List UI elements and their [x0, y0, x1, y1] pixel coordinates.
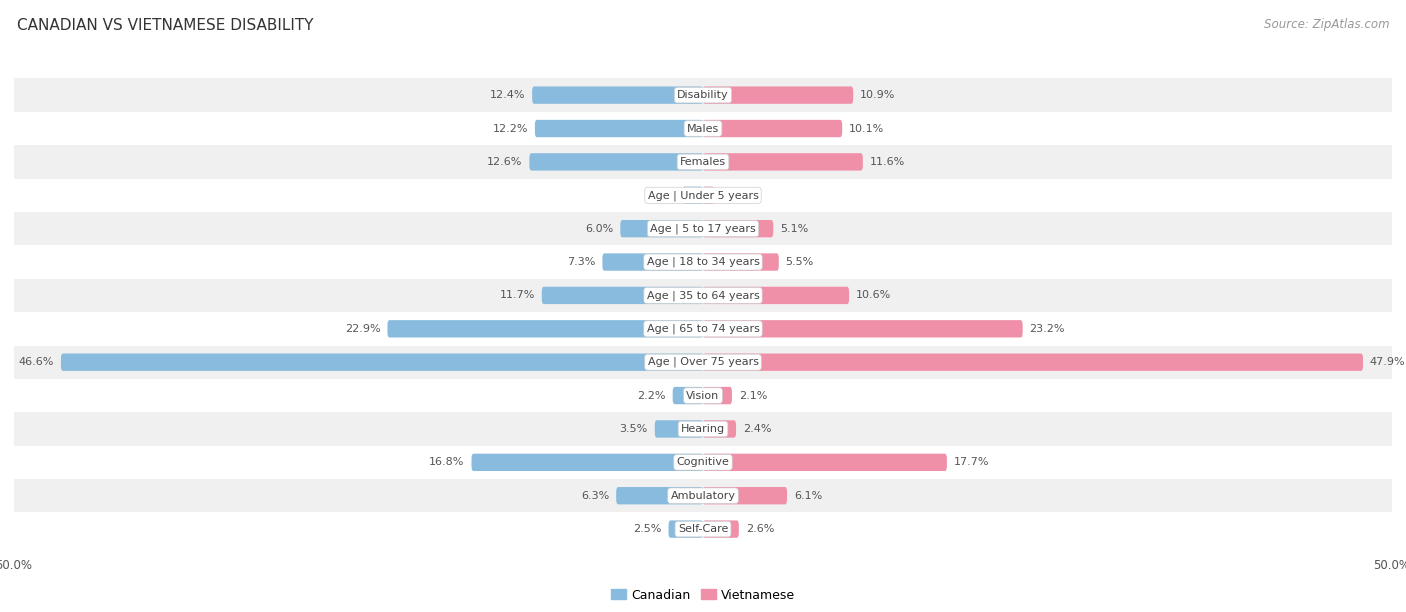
Text: 11.6%: 11.6%: [870, 157, 905, 167]
Text: Age | 5 to 17 years: Age | 5 to 17 years: [650, 223, 756, 234]
Text: Source: ZipAtlas.com: Source: ZipAtlas.com: [1264, 18, 1389, 31]
Text: Disability: Disability: [678, 90, 728, 100]
Text: Cognitive: Cognitive: [676, 457, 730, 468]
Text: Hearing: Hearing: [681, 424, 725, 434]
FancyBboxPatch shape: [672, 387, 703, 405]
Text: 46.6%: 46.6%: [18, 357, 53, 367]
Text: 16.8%: 16.8%: [429, 457, 464, 468]
Text: 5.5%: 5.5%: [786, 257, 814, 267]
FancyBboxPatch shape: [703, 520, 738, 538]
Bar: [14, 479, 1392, 512]
Bar: [14, 78, 1392, 112]
Text: 6.1%: 6.1%: [794, 491, 823, 501]
Bar: [14, 212, 1392, 245]
FancyBboxPatch shape: [703, 487, 787, 504]
Text: 47.9%: 47.9%: [1369, 357, 1406, 367]
FancyBboxPatch shape: [703, 253, 779, 271]
FancyBboxPatch shape: [620, 220, 703, 237]
Text: 2.5%: 2.5%: [633, 524, 662, 534]
FancyBboxPatch shape: [703, 387, 733, 405]
FancyBboxPatch shape: [60, 354, 703, 371]
FancyBboxPatch shape: [703, 220, 773, 237]
Text: Age | 35 to 64 years: Age | 35 to 64 years: [647, 290, 759, 300]
FancyBboxPatch shape: [534, 120, 703, 137]
Text: 2.2%: 2.2%: [637, 390, 666, 401]
Bar: [14, 446, 1392, 479]
Text: Age | 18 to 34 years: Age | 18 to 34 years: [647, 257, 759, 267]
FancyBboxPatch shape: [703, 320, 1022, 337]
Bar: [14, 245, 1392, 278]
FancyBboxPatch shape: [682, 187, 703, 204]
Legend: Canadian, Vietnamese: Canadian, Vietnamese: [606, 584, 800, 606]
Bar: [14, 346, 1392, 379]
Text: 12.4%: 12.4%: [489, 90, 526, 100]
FancyBboxPatch shape: [616, 487, 703, 504]
Bar: [14, 278, 1392, 312]
FancyBboxPatch shape: [703, 453, 946, 471]
FancyBboxPatch shape: [655, 420, 703, 438]
Text: Age | Under 5 years: Age | Under 5 years: [648, 190, 758, 201]
FancyBboxPatch shape: [703, 287, 849, 304]
Bar: [14, 412, 1392, 446]
Text: 3.5%: 3.5%: [620, 424, 648, 434]
Text: 1.5%: 1.5%: [647, 190, 675, 200]
Bar: [14, 312, 1392, 346]
FancyBboxPatch shape: [531, 86, 703, 104]
Text: 2.4%: 2.4%: [742, 424, 772, 434]
Text: 2.1%: 2.1%: [738, 390, 768, 401]
Text: CANADIAN VS VIETNAMESE DISABILITY: CANADIAN VS VIETNAMESE DISABILITY: [17, 18, 314, 34]
Text: Age | 65 to 74 years: Age | 65 to 74 years: [647, 324, 759, 334]
Bar: [14, 179, 1392, 212]
Text: 6.0%: 6.0%: [585, 223, 613, 234]
FancyBboxPatch shape: [541, 287, 703, 304]
FancyBboxPatch shape: [703, 153, 863, 171]
Text: 12.2%: 12.2%: [492, 124, 529, 133]
Text: 7.3%: 7.3%: [567, 257, 596, 267]
Text: 10.1%: 10.1%: [849, 124, 884, 133]
Text: 12.6%: 12.6%: [486, 157, 523, 167]
Text: 17.7%: 17.7%: [953, 457, 990, 468]
Text: 2.6%: 2.6%: [745, 524, 775, 534]
FancyBboxPatch shape: [703, 420, 737, 438]
Text: 6.3%: 6.3%: [581, 491, 609, 501]
Bar: [14, 512, 1392, 546]
FancyBboxPatch shape: [388, 320, 703, 337]
Text: Self-Care: Self-Care: [678, 524, 728, 534]
FancyBboxPatch shape: [530, 153, 703, 171]
FancyBboxPatch shape: [703, 86, 853, 104]
Text: 22.9%: 22.9%: [344, 324, 381, 334]
FancyBboxPatch shape: [703, 354, 1362, 371]
Text: 11.7%: 11.7%: [499, 291, 534, 300]
Text: 5.1%: 5.1%: [780, 223, 808, 234]
Text: 10.6%: 10.6%: [856, 291, 891, 300]
Text: 23.2%: 23.2%: [1029, 324, 1066, 334]
FancyBboxPatch shape: [471, 453, 703, 471]
Text: Females: Females: [681, 157, 725, 167]
Text: Vision: Vision: [686, 390, 720, 401]
FancyBboxPatch shape: [703, 187, 714, 204]
FancyBboxPatch shape: [669, 520, 703, 538]
Text: Males: Males: [688, 124, 718, 133]
FancyBboxPatch shape: [602, 253, 703, 271]
Bar: [14, 379, 1392, 412]
FancyBboxPatch shape: [703, 120, 842, 137]
Text: 10.9%: 10.9%: [860, 90, 896, 100]
Text: Age | Over 75 years: Age | Over 75 years: [648, 357, 758, 367]
Text: 0.81%: 0.81%: [721, 190, 756, 200]
Bar: [14, 112, 1392, 145]
Text: Ambulatory: Ambulatory: [671, 491, 735, 501]
Bar: [14, 145, 1392, 179]
